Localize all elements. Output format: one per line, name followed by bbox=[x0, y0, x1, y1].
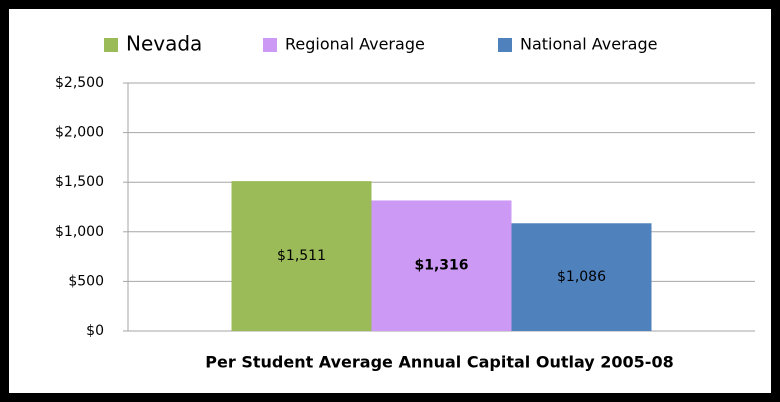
bar bbox=[231, 181, 372, 331]
legend-label: National Average bbox=[520, 35, 657, 54]
y-tick-label: $2,000 bbox=[55, 125, 104, 141]
y-tick-label: $500 bbox=[68, 273, 104, 289]
legend-swatch bbox=[263, 38, 277, 52]
y-tick-label: $1,500 bbox=[55, 174, 104, 190]
bar bbox=[371, 200, 512, 331]
legend-swatch bbox=[104, 38, 118, 52]
bar bbox=[511, 223, 652, 331]
legend-swatch bbox=[498, 38, 512, 52]
data-label: $1,086 bbox=[557, 269, 606, 285]
data-label: $1,511 bbox=[277, 248, 326, 264]
y-tick-label: $1,000 bbox=[55, 224, 104, 240]
legend-label: Regional Average bbox=[285, 35, 425, 54]
x-tick-label: Per Student Average Annual Capital Outla… bbox=[205, 353, 673, 372]
data-label: $1,316 bbox=[414, 258, 468, 274]
legend-label: Nevada bbox=[126, 32, 202, 56]
y-tick-label: $2,500 bbox=[55, 75, 104, 91]
y-tick-label: $0 bbox=[86, 323, 104, 339]
